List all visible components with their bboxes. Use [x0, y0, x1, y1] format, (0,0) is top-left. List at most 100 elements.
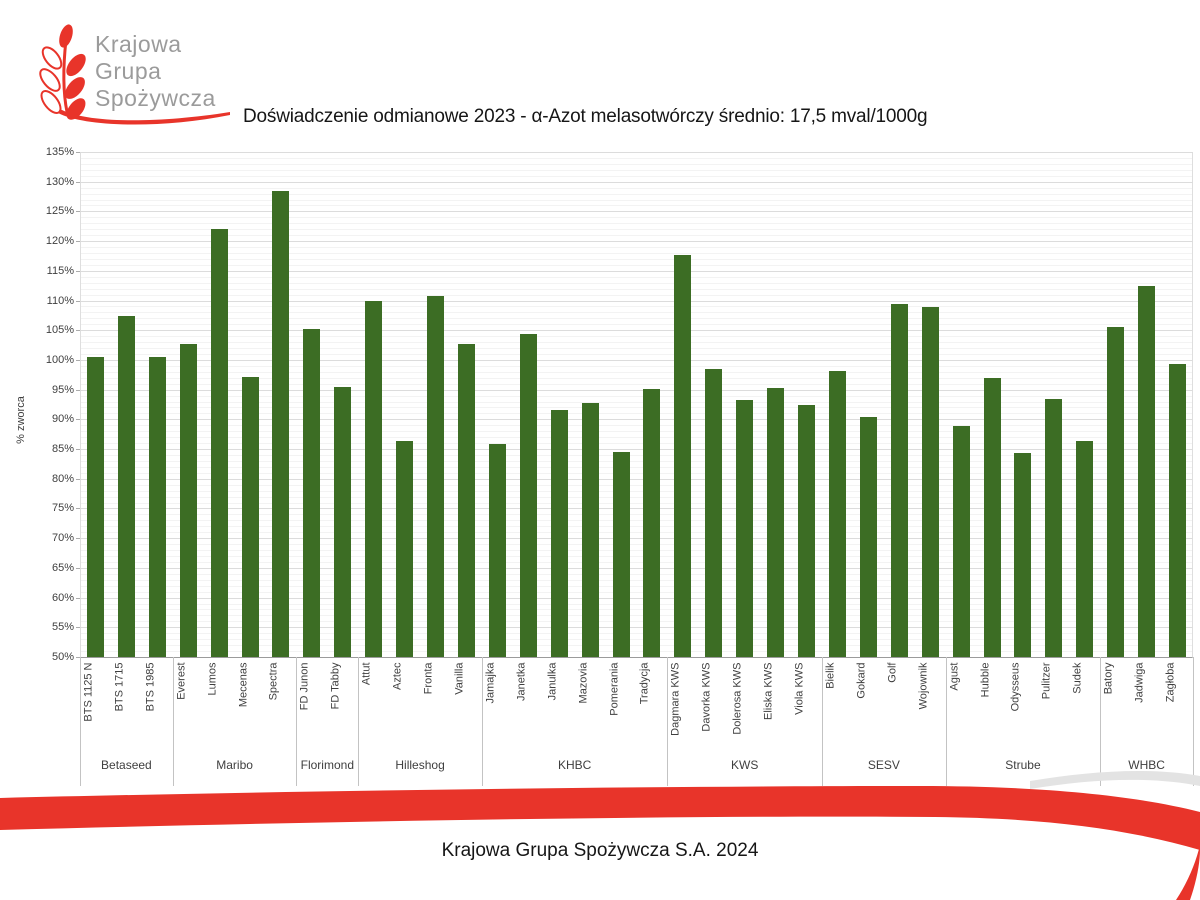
gridline-major	[80, 152, 1193, 153]
gridline-minor	[81, 395, 1192, 397]
bar	[828, 371, 846, 657]
gridline-minor	[81, 324, 1192, 326]
bar	[890, 303, 908, 657]
gridline-minor	[81, 217, 1192, 219]
plot-area	[80, 152, 1193, 658]
gridline-minor	[81, 235, 1192, 237]
gridline-minor	[81, 532, 1192, 534]
gridline-major	[80, 449, 1193, 451]
y-axis-tick	[76, 657, 80, 658]
gridline-minor	[81, 544, 1192, 546]
gridline-minor	[81, 253, 1192, 254]
gridline-major	[80, 567, 1193, 569]
gridline-major	[80, 419, 1193, 421]
y-tick-label: 80%	[51, 472, 74, 485]
gridline-minor	[81, 193, 1192, 195]
footer-ribbon-wave	[0, 770, 1200, 900]
x-tick-label: Pomerania	[608, 662, 621, 716]
gridline-minor	[81, 157, 1192, 159]
group-separator	[481, 657, 483, 786]
gridline-minor	[81, 460, 1192, 462]
gridline-minor	[81, 348, 1192, 350]
x-tick-label: Gokard	[855, 662, 868, 699]
group-separator	[822, 657, 823, 786]
x-tick-label: FD Tabby	[329, 662, 342, 709]
x-tick-label: Zagłoba	[1164, 662, 1177, 702]
y-tick-label: 95%	[51, 383, 74, 396]
footer-caption: Krajowa Grupa Spożywcza S.A. 2024	[441, 840, 759, 861]
bar	[86, 356, 104, 657]
gridline-minor	[81, 550, 1192, 552]
gridline-minor	[81, 645, 1192, 647]
gridline-minor	[81, 282, 1192, 284]
gridline-minor	[81, 247, 1192, 249]
group-separator	[1100, 657, 1102, 786]
gridline-major	[80, 597, 1193, 599]
bar	[427, 296, 445, 657]
x-tick-label: BTS 1715	[113, 662, 126, 711]
y-axis-tick	[76, 419, 80, 421]
bar	[1076, 441, 1094, 657]
x-tick-label: Janetka	[515, 662, 528, 701]
x-tick-label: Dagmara KWS	[669, 662, 682, 736]
gridline-minor	[81, 365, 1192, 367]
bar	[334, 387, 352, 657]
gridline-minor	[81, 573, 1192, 575]
gridline-minor	[81, 163, 1192, 165]
bar	[674, 255, 692, 657]
gridline-minor	[81, 526, 1192, 528]
gridline-minor	[81, 401, 1192, 403]
y-tick-label: 60%	[51, 591, 74, 604]
gridline-minor	[81, 377, 1192, 379]
y-tick-label: 135%	[45, 146, 74, 158]
gridline-minor	[81, 187, 1192, 189]
gridline-major	[80, 330, 1193, 332]
x-tick-label: Pulitzer	[1040, 662, 1053, 699]
gridline-major	[80, 270, 1193, 272]
bar	[859, 416, 877, 657]
group-separator	[296, 657, 298, 786]
gridline-minor	[81, 318, 1192, 320]
gridline-minor	[81, 371, 1192, 373]
y-tick-label: 110%	[46, 294, 74, 307]
bar	[767, 387, 785, 657]
y-tick-label: 70%	[51, 532, 74, 545]
bar	[550, 410, 568, 657]
gridline-minor	[81, 579, 1192, 581]
bar	[1014, 452, 1032, 657]
x-tick-label: Mecenas	[237, 662, 250, 707]
group-separator	[358, 657, 360, 786]
gridline-minor	[81, 609, 1192, 611]
y-tick-label: 115%	[46, 264, 74, 277]
group-separator	[1193, 657, 1194, 786]
group-label: Hilleshog	[395, 758, 445, 772]
gridline-minor	[81, 258, 1192, 260]
gridline-minor	[81, 514, 1192, 516]
x-tick-label: Aztec	[391, 662, 404, 690]
bar	[117, 315, 135, 657]
y-axis-tick	[76, 567, 80, 569]
y-axis-tick	[76, 538, 80, 540]
bar	[612, 452, 630, 657]
logo-line-3: Spożywcza	[95, 85, 216, 111]
gridline-minor	[81, 472, 1192, 474]
gridline-minor	[81, 312, 1192, 314]
x-tick-label: Sudek	[1071, 662, 1084, 694]
gridline-minor	[81, 484, 1192, 486]
bar	[1045, 398, 1063, 657]
x-tick-label: Janulka	[546, 662, 559, 700]
y-axis-tick	[76, 300, 80, 302]
x-tick-label: Everest	[175, 662, 188, 700]
bar	[148, 356, 166, 657]
gridline-minor	[81, 342, 1192, 344]
bar-chart: 50% 55% 60% 65% 70% 75% 80% 85% 90% 95% 100% 105% 11…	[45, 146, 1194, 786]
x-tick-label: Tradycja	[638, 662, 651, 704]
gridline-minor	[81, 621, 1192, 623]
x-tick-label: Wojownik	[917, 662, 930, 709]
x-tick-label: Spectra	[267, 662, 280, 700]
x-tick-label: Viola KWS	[793, 662, 806, 715]
gridline-minor	[81, 413, 1192, 415]
gridline-major	[80, 241, 1193, 243]
bar	[519, 333, 537, 657]
